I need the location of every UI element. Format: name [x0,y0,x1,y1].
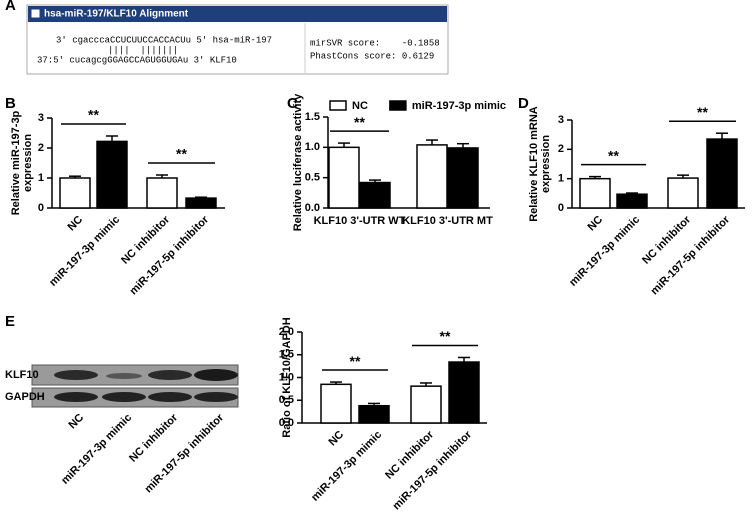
significance-label: ** [88,107,99,123]
x-tick-label: NC [326,429,346,449]
alignment-title: hsa-miR-197/KLF10 Alignment [44,9,189,20]
x-tick-label: miR-197-3p mimic [567,214,642,289]
blot-band [102,392,146,402]
significance-label: ** [350,353,361,369]
legend-label: NC [352,100,368,112]
blot-band [148,370,192,380]
significance-label: ** [608,147,619,163]
blot-row-label: KLF10 [5,369,39,381]
y-tick-label: 1 [38,172,44,184]
y-axis-label: Relative luciferase activity [292,93,304,231]
significance-label: ** [354,114,365,130]
legend-label: miR-197-3p mimic [412,100,506,112]
blot-band [54,392,98,402]
significance-label: ** [176,146,187,162]
x-tick-label: NC [65,214,85,234]
y-tick-label: 1.0 [305,141,320,153]
x-tick-label: miR-197-5p inhibitor [390,428,474,512]
blot-band [54,370,98,380]
alignment-line: |||| ||||||| [108,45,178,55]
bar [447,147,479,209]
x-tick-label: miR-197-5p inhibitor [127,213,211,297]
y-tick-label: 2.0 [279,326,294,338]
blot-row-label: GAPDH [5,391,45,403]
legend-swatch [389,100,407,111]
alignment-header [28,6,447,22]
lane-label: NC [66,412,86,432]
y-axis-label: expression [540,135,552,193]
y-tick-label: 0.0 [305,202,320,214]
lane-label: miR-197-5p inhibitor [142,411,226,495]
blot-band [194,392,238,402]
bar [328,146,360,209]
bar [59,177,91,209]
bar [616,193,648,209]
x-tick-label: KLF10 3'-UTR WT [314,215,406,227]
x-tick-label: miR-197-5p inhibitor [648,213,732,297]
bar [185,197,217,209]
y-tick-label: 1.0 [279,371,294,383]
blot-band [106,373,142,379]
x-tick-label: miR-197-3p mimic [309,429,384,504]
x-tick-label: NC [585,214,605,234]
header-icon [30,8,41,19]
y-tick-label: 3 [558,114,564,126]
bar [358,404,390,424]
panel-letter: D [518,95,529,112]
panel-letter: E [5,313,15,330]
x-tick-label: KLF10 3'-UTR MT [402,215,493,227]
y-tick-label: 0 [558,202,564,214]
score: PhastCons score: 0.6129 [310,51,434,61]
y-tick-label: 0.5 [279,394,294,406]
y-tick-label: 2 [38,142,44,154]
significance-label: ** [697,104,708,120]
blot-band [194,369,238,381]
bar [667,177,699,209]
blot-band [148,392,192,402]
y-tick-label: 0.5 [305,172,320,184]
alignment-line: 3' cgacccaCCUCUUCCACCACUu 5' hsa-miR-197 [56,35,272,45]
y-axis-label: Relative miR-197-3p [10,110,22,215]
bar [416,144,448,209]
bar [146,177,178,209]
alignment-line: 37:5' cucagcgGGAGCCAGUGGUGAu 3' KLF10 [37,55,237,65]
bar [448,361,480,424]
y-axis-label: expression [22,134,34,192]
panel-letter: A [5,0,16,14]
x-tick-label: miR-197-3p mimic [47,214,122,289]
bar [96,140,128,209]
y-tick-label: 1 [558,173,564,185]
score: mirSVR score: -0.1858 [310,38,440,48]
y-axis-label: Ratio of KLF10/GAPDH [281,317,293,437]
bar [320,383,352,424]
legend-swatch [329,100,347,111]
panel-letter: C [287,95,298,112]
y-tick-label: 0 [38,202,44,214]
y-tick-label: 1.5 [279,349,294,361]
y-axis-label: Relative KLF10 mRNA [528,106,540,222]
y-tick-label: 2 [558,143,564,155]
panel-letter: B [5,95,16,112]
bar [410,385,442,424]
bar [579,177,611,209]
significance-label: ** [440,328,451,344]
bar [359,181,391,209]
y-tick-label: 0.0 [279,417,294,429]
y-tick-label: 1.5 [305,111,320,123]
bar [706,138,738,209]
y-tick-label: 3 [38,112,44,124]
